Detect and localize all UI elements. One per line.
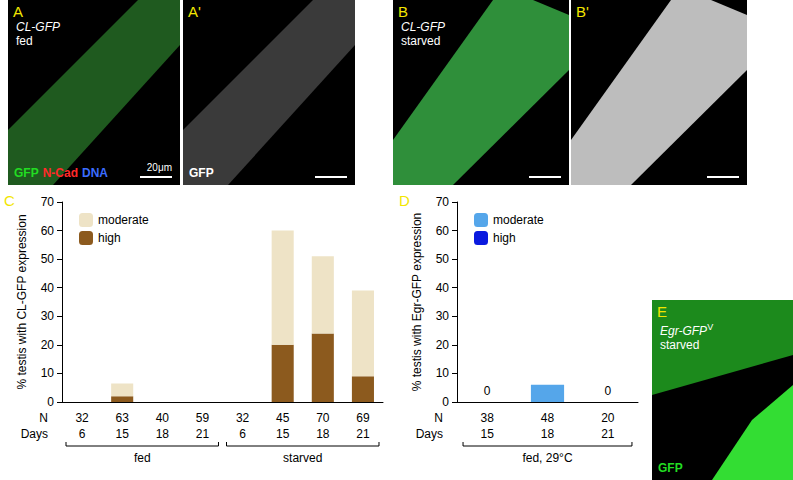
svg-text:48: 48: [541, 411, 555, 425]
svg-text:high: high: [493, 231, 516, 245]
svg-text:fed, 29°C: fed, 29°C: [522, 451, 572, 465]
svg-text:0: 0: [442, 395, 449, 409]
svg-text:50: 50: [41, 252, 55, 266]
html-text:GFP: GFP: [658, 461, 683, 475]
svg-text:32: 32: [75, 411, 89, 425]
html-text:Egr-GFPV: Egr-GFPV: [660, 322, 714, 338]
svg-text:50: 50: [436, 252, 450, 266]
svg-text:70: 70: [41, 195, 55, 209]
svg-text:0: 0: [604, 384, 611, 398]
svg-text:38: 38: [480, 411, 494, 425]
html-text:starved: starved: [401, 34, 441, 48]
html-text:fed: fed: [16, 34, 33, 48]
html-text:E: E: [657, 303, 667, 320]
html-text:GFP N-Cad DNA: GFP N-Cad DNA: [14, 166, 108, 180]
svg-text:18: 18: [316, 427, 330, 441]
svg-text:60: 60: [41, 224, 55, 238]
svg-text:0: 0: [47, 395, 54, 409]
svg-text:18: 18: [541, 427, 555, 441]
svg-text:N: N: [39, 411, 48, 425]
svg-text:Days: Days: [416, 427, 443, 441]
svg-text:21: 21: [356, 427, 370, 441]
svg-text:% testis with CL-GFP expressio: % testis with CL-GFP expression: [15, 214, 29, 389]
svg-text:6: 6: [239, 427, 246, 441]
svg-text:fed: fed: [134, 451, 151, 465]
svg-text:21: 21: [196, 427, 210, 441]
html-text:CL-GFP: CL-GFP: [401, 20, 445, 34]
svg-text:15: 15: [276, 427, 290, 441]
html-text:D: D: [399, 192, 410, 209]
svg-text:6: 6: [79, 427, 86, 441]
svg-text:30: 30: [41, 309, 55, 323]
svg-text:20: 20: [601, 411, 615, 425]
svg-text:N: N: [434, 411, 443, 425]
html-text:A: A: [13, 3, 23, 20]
svg-text:% testis with Egr-GFP expressi: % testis with Egr-GFP expression: [410, 213, 424, 392]
html-text:GFP: GFP: [189, 166, 214, 180]
svg-text:high: high: [98, 231, 121, 245]
svg-text:moderate: moderate: [98, 213, 149, 227]
svg-text:60: 60: [436, 224, 450, 238]
svg-text:15: 15: [116, 427, 130, 441]
svg-text:0: 0: [484, 384, 491, 398]
svg-text:20: 20: [436, 338, 450, 352]
svg-text:starved: starved: [283, 451, 322, 465]
svg-text:70: 70: [436, 195, 450, 209]
svg-text:63: 63: [116, 411, 130, 425]
svg-text:40: 40: [156, 411, 170, 425]
svg-text:59: 59: [196, 411, 210, 425]
svg-text:10: 10: [436, 366, 450, 380]
svg-text:69: 69: [356, 411, 370, 425]
svg-text:21: 21: [601, 427, 615, 441]
svg-text:20: 20: [41, 338, 55, 352]
svg-text:32: 32: [236, 411, 250, 425]
svg-text:Days: Days: [21, 427, 48, 441]
svg-text:40: 40: [41, 281, 55, 295]
svg-text:30: 30: [436, 309, 450, 323]
svg-text:moderate: moderate: [493, 213, 544, 227]
html-text:C: C: [4, 192, 15, 209]
svg-text:70: 70: [316, 411, 330, 425]
svg-text:15: 15: [480, 427, 494, 441]
svg-text:40: 40: [436, 281, 450, 295]
svg-text:10: 10: [41, 366, 55, 380]
html-text:B: B: [398, 3, 408, 20]
html-text:CL-GFP: CL-GFP: [16, 20, 60, 34]
svg-text:45: 45: [276, 411, 290, 425]
html-text:starved: starved: [660, 338, 700, 352]
html-text:A': A': [188, 3, 201, 20]
html-text:B': B': [576, 3, 589, 20]
svg-text:18: 18: [156, 427, 170, 441]
html-text:20μm: 20μm: [146, 162, 172, 173]
